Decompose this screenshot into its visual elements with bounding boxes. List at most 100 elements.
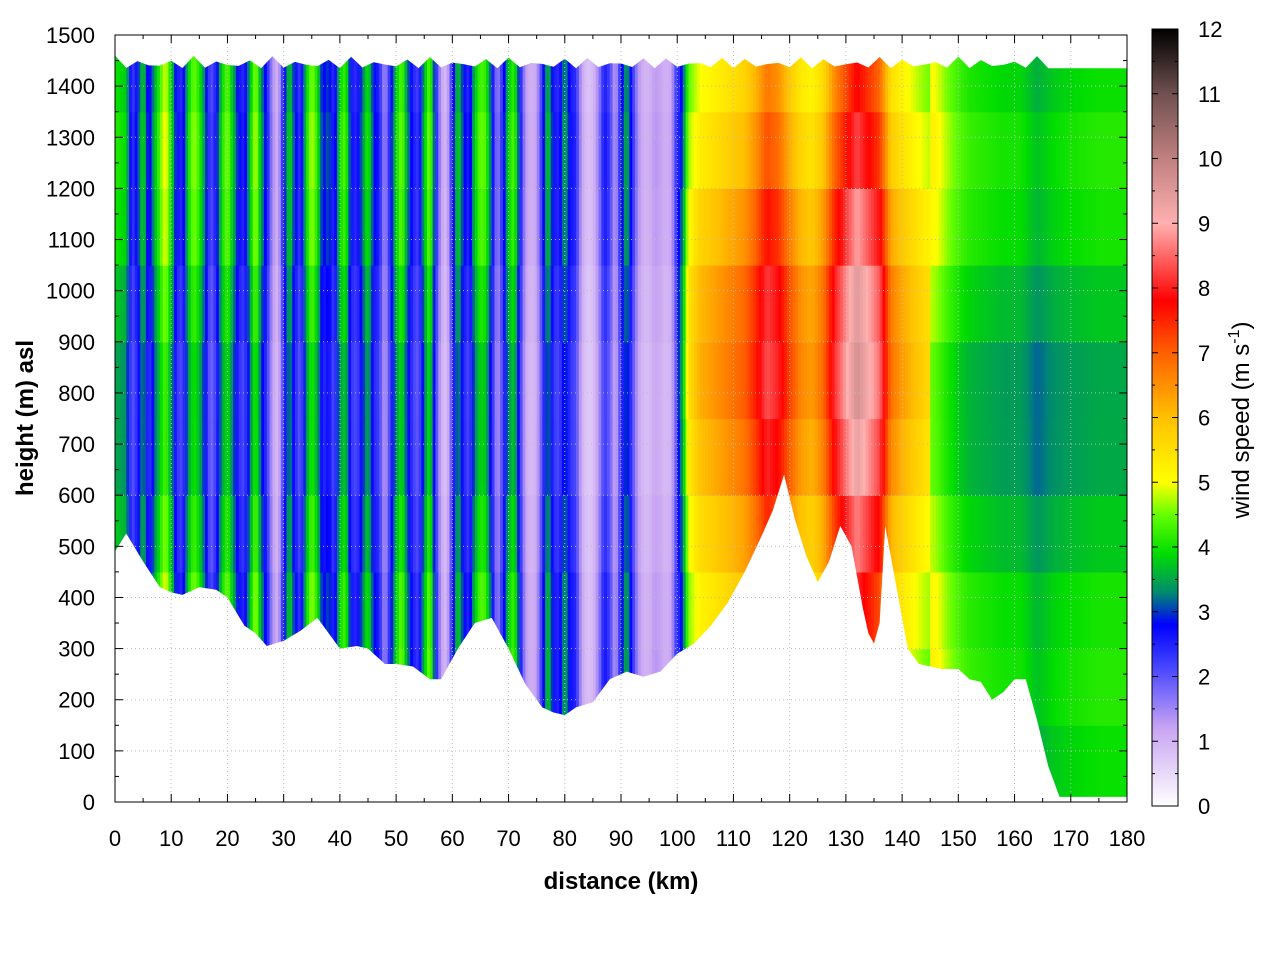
wind-cell xyxy=(621,495,625,573)
wind-cell xyxy=(480,341,484,420)
y-tick-label: 1300 xyxy=(46,125,95,150)
wind-cell xyxy=(314,495,318,573)
wind-cell xyxy=(525,571,529,650)
wind-cell xyxy=(533,35,538,113)
wind-cell xyxy=(1101,648,1106,726)
wind-cell xyxy=(269,265,274,343)
wind-cell xyxy=(533,265,538,343)
wind-cell xyxy=(216,111,220,189)
wind-cell xyxy=(519,495,524,573)
wind-cell xyxy=(1101,495,1106,573)
wind-cell xyxy=(500,571,504,650)
wind-cell xyxy=(851,341,855,420)
wind-cell xyxy=(635,265,639,343)
wind-cell xyxy=(410,188,414,266)
wind-cell xyxy=(772,188,777,266)
wind-cell xyxy=(716,35,720,113)
wind-cell xyxy=(635,341,639,420)
wind-cell xyxy=(455,265,459,343)
wind-cell xyxy=(435,35,439,113)
wind-cell xyxy=(1042,495,1047,573)
wind-cell xyxy=(812,265,816,343)
wind-cell xyxy=(238,341,243,420)
wind-cell xyxy=(691,571,695,650)
wind-cell xyxy=(587,265,591,343)
wind-cell xyxy=(992,35,996,113)
wind-cell xyxy=(727,111,732,189)
wind-cell xyxy=(699,495,704,573)
wind-cell xyxy=(435,111,439,189)
wind-cell xyxy=(514,495,518,573)
wind-cell xyxy=(1056,648,1061,726)
wind-cell xyxy=(702,111,706,189)
wind-cell xyxy=(674,188,678,266)
wind-cell xyxy=(767,188,771,266)
wind-cell xyxy=(612,265,616,343)
wind-cell xyxy=(674,341,678,420)
wind-cell xyxy=(1048,725,1052,802)
wind-cell xyxy=(812,188,816,266)
wind-cell xyxy=(1115,35,1120,113)
wind-cell xyxy=(733,188,737,266)
wind-cell xyxy=(986,418,990,496)
wind-cell xyxy=(904,188,909,266)
wind-cell xyxy=(210,341,214,420)
wind-cell xyxy=(356,571,361,650)
wind-cell xyxy=(879,188,884,266)
wind-cell xyxy=(1025,341,1030,420)
wind-cell xyxy=(432,495,437,573)
wind-cell xyxy=(387,571,392,650)
wind-cell xyxy=(227,35,231,113)
wind-cell xyxy=(249,341,254,420)
wind-cell xyxy=(182,111,186,189)
wind-cell xyxy=(592,648,597,726)
wind-cell xyxy=(888,418,892,496)
wind-cell xyxy=(477,418,482,496)
terrain-surface xyxy=(115,474,1127,802)
wind-cell xyxy=(629,341,633,420)
wind-cell xyxy=(317,35,321,113)
wind-cell xyxy=(325,111,330,189)
wind-cell xyxy=(696,35,701,113)
wind-cell xyxy=(755,341,760,420)
wind-cell xyxy=(1112,495,1117,573)
wind-cell xyxy=(651,188,656,266)
wind-cell xyxy=(542,648,546,726)
wind-cell xyxy=(185,35,189,113)
wind-cell xyxy=(660,571,664,650)
wind-cell xyxy=(179,188,184,266)
wind-cell xyxy=(665,495,670,573)
wind-cell xyxy=(677,571,681,650)
wind-cell xyxy=(1008,265,1013,343)
wind-cell xyxy=(278,571,282,650)
wind-cell xyxy=(581,495,586,573)
wind-cell xyxy=(261,111,265,189)
wind-cell xyxy=(994,418,999,496)
wind-cell xyxy=(916,111,920,189)
wind-cell xyxy=(949,571,954,650)
wind-cell xyxy=(587,495,591,573)
wind-cell xyxy=(573,418,577,496)
wind-cell xyxy=(362,341,366,420)
wind-cell xyxy=(868,495,872,573)
wind-cell xyxy=(649,341,653,420)
wind-cell xyxy=(235,571,240,650)
wind-cell xyxy=(882,341,886,420)
wind-cell xyxy=(311,418,316,496)
wind-cell xyxy=(570,265,574,343)
wind-cell xyxy=(1112,35,1117,113)
wind-cell xyxy=(261,418,265,496)
wind-cell xyxy=(438,111,442,189)
wind-cell xyxy=(741,495,746,573)
wind-cell xyxy=(188,418,192,496)
wind-cell xyxy=(497,188,501,266)
wind-cell xyxy=(618,35,622,113)
wind-cell xyxy=(567,495,571,573)
wind-cell xyxy=(370,571,375,650)
wind-cell xyxy=(907,571,912,650)
wind-cell xyxy=(1028,265,1033,343)
wind-cell xyxy=(247,111,251,189)
wind-cell xyxy=(308,571,313,650)
wind-cell xyxy=(258,571,262,650)
wind-cell xyxy=(508,111,512,189)
